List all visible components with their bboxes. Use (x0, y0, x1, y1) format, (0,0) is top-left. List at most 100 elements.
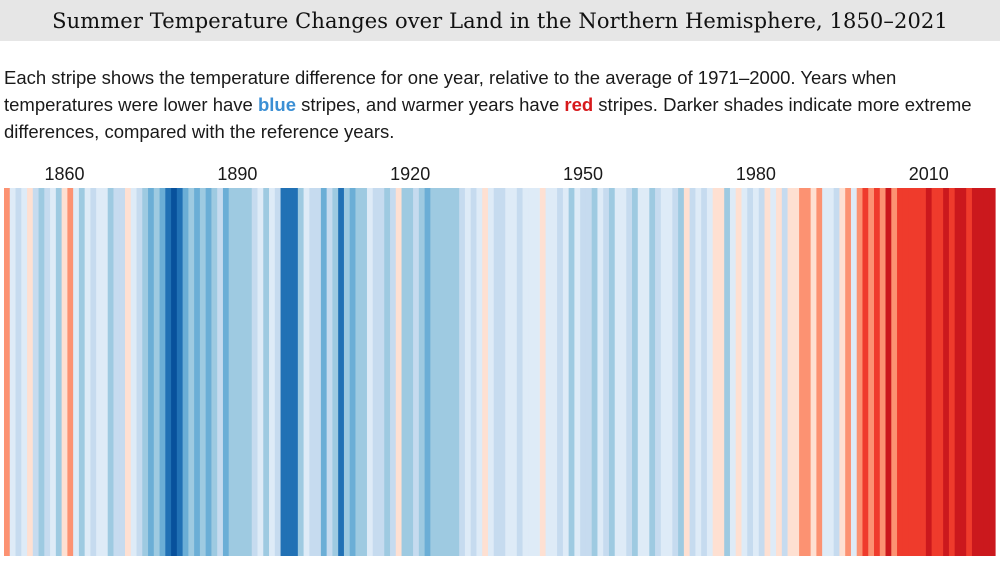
stripe-1882 (188, 188, 195, 556)
stripe-1876 (153, 188, 161, 556)
stripe-2012 (937, 188, 944, 556)
stripe-1885 (205, 188, 213, 556)
stripe-1856 (38, 188, 45, 556)
stripe-1965 (666, 188, 673, 556)
stripe-2018 (971, 188, 979, 556)
description-text-1: Each stripe shows the temperature differ… (4, 67, 897, 115)
stripe-2015 (954, 188, 962, 556)
stripe-1943 (539, 188, 547, 556)
stripe-2013 (943, 188, 950, 556)
stripe-1986 (787, 188, 794, 556)
stripe-1853 (21, 188, 28, 556)
stripe-2000 (868, 188, 875, 556)
stripe-1939 (516, 188, 524, 556)
stripe-1892 (245, 188, 253, 556)
stripe-1898 (280, 188, 287, 556)
stripe-2007 (908, 188, 915, 556)
tick-label-1890: 1890 (217, 164, 257, 184)
stripe-1982 (764, 188, 771, 556)
stripe-1907 (332, 188, 339, 556)
stripe-1936 (499, 188, 506, 556)
stripe-1909 (343, 188, 351, 556)
stripe-2002 (879, 188, 887, 556)
stripe-1922 (418, 188, 426, 556)
stripe-1947 (562, 188, 570, 556)
stripe-1871 (124, 188, 132, 556)
stripe-1929 (459, 188, 466, 556)
stripe-1967 (678, 188, 685, 556)
stripe-1937 (505, 188, 512, 556)
stripe-1938 (511, 188, 518, 556)
tick-label-1860: 1860 (44, 164, 84, 184)
stripe-1935 (493, 188, 501, 556)
stripe-1985 (781, 188, 789, 556)
stripe-1994 (833, 188, 841, 556)
stripe-1958 (626, 188, 633, 556)
stripe-1921 (413, 188, 420, 556)
stripe-1910 (349, 188, 357, 556)
stripe-1976 (729, 188, 737, 556)
stripe-1906 (326, 188, 334, 556)
stripe-1980 (753, 188, 760, 556)
stripe-1890 (234, 188, 241, 556)
stripe-2010 (925, 188, 933, 556)
stripe-1880 (176, 188, 184, 556)
stripe-1864 (84, 188, 92, 556)
stripe-1932 (476, 188, 483, 556)
stripe-1913 (366, 188, 374, 556)
stripe-1973 (712, 188, 720, 556)
tick-label-1950: 1950 (563, 164, 603, 184)
stripe-1933 (482, 188, 489, 556)
stripe-1916 (384, 188, 391, 556)
stripe-1960 (637, 188, 645, 556)
stripe-1859 (55, 188, 63, 556)
stripe-1903 (309, 188, 316, 556)
stripe-group (4, 188, 996, 556)
stripe-1899 (286, 188, 293, 556)
stripe-1934 (487, 188, 495, 556)
stripe-1990 (810, 188, 817, 556)
stripe-1975 (724, 188, 731, 556)
stripe-1863 (78, 188, 86, 556)
stripe-1955 (608, 188, 616, 556)
stripe-1928 (453, 188, 460, 556)
stripe-1989 (804, 188, 812, 556)
stripe-1957 (620, 188, 627, 556)
stripe-2020 (983, 188, 990, 556)
stripe-2009 (920, 188, 927, 556)
stripe-1881 (182, 188, 189, 556)
description-text-2: stripes, and warmer years have (296, 94, 565, 115)
stripe-1862 (73, 188, 80, 556)
stripe-2011 (931, 188, 938, 556)
stripe-1999 (862, 188, 869, 556)
description-text-3: stripes. Darker shades indicate more ext… (4, 94, 972, 142)
stripe-1879 (171, 188, 178, 556)
stripe-1918 (395, 188, 403, 556)
stripe-1854 (27, 188, 34, 556)
stripe-1886 (211, 188, 218, 556)
stripe-1949 (574, 188, 581, 556)
stripe-1865 (90, 188, 97, 556)
stripe-1974 (718, 188, 725, 556)
stripe-2004 (891, 188, 898, 556)
warming-stripes-chart: 1860 1890 1920 1950 1980 2010 (4, 164, 996, 556)
stripe-2005 (897, 188, 904, 556)
stripe-1883 (194, 188, 201, 556)
stripe-1889 (228, 188, 236, 556)
stripe-1925 (436, 188, 443, 556)
stripe-1875 (148, 188, 155, 556)
stripe-1924 (430, 188, 437, 556)
stripe-1888 (222, 188, 230, 556)
stripe-1970 (695, 188, 702, 556)
stripe-1996 (845, 188, 852, 556)
stripe-1931 (470, 188, 478, 556)
stripe-1866 (96, 188, 103, 556)
blue-highlight-word: blue (257, 94, 297, 115)
stripe-1919 (401, 188, 408, 556)
stripe-1904 (315, 188, 322, 556)
stripe-1972 (706, 188, 714, 556)
stripe-1905 (320, 188, 328, 556)
stripe-2017 (966, 188, 973, 556)
stripe-1877 (159, 188, 166, 556)
stripe-1915 (378, 188, 385, 556)
